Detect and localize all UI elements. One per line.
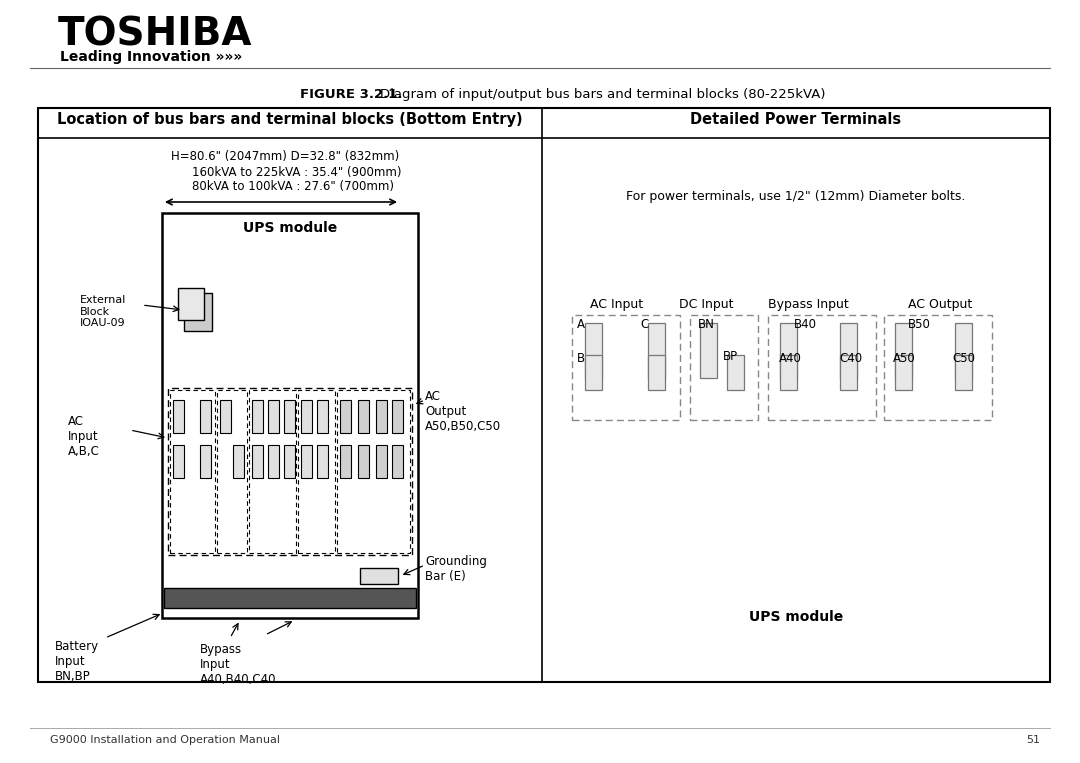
Bar <box>252 445 264 478</box>
Bar <box>648 355 665 390</box>
Bar <box>840 355 858 390</box>
Text: BP: BP <box>723 350 738 363</box>
Bar <box>164 588 416 608</box>
Bar <box>392 445 403 478</box>
Text: Grounding
Bar (E): Grounding Bar (E) <box>426 555 487 583</box>
Text: AC
Input
A,B,C: AC Input A,B,C <box>68 415 99 458</box>
Text: A50: A50 <box>893 352 916 365</box>
Text: Location of bus bars and terminal blocks (Bottom Entry): Location of bus bars and terminal blocks… <box>57 112 523 127</box>
Bar <box>168 388 411 555</box>
Text: BN: BN <box>698 318 715 331</box>
Text: A: A <box>577 318 585 331</box>
Bar <box>173 400 184 433</box>
Bar <box>268 445 279 478</box>
Text: 160kVA to 225kVA : 35.4" (900mm): 160kVA to 225kVA : 35.4" (900mm) <box>192 166 402 179</box>
Bar <box>727 355 744 390</box>
Text: AC Output: AC Output <box>908 298 972 311</box>
Text: C50: C50 <box>951 352 975 365</box>
Text: For power terminals, use 1/2" (12mm) Diameter bolts.: For power terminals, use 1/2" (12mm) Dia… <box>626 190 966 203</box>
Bar <box>318 400 328 433</box>
Text: G9000 Installation and Operation Manual: G9000 Installation and Operation Manual <box>50 735 280 745</box>
Bar <box>885 315 993 420</box>
Bar <box>340 400 351 433</box>
Bar <box>955 355 972 390</box>
Bar <box>301 400 312 433</box>
Text: 51: 51 <box>1026 735 1040 745</box>
Text: C: C <box>640 318 648 331</box>
Bar <box>780 355 797 390</box>
Text: External
Block
IOAU-09: External Block IOAU-09 <box>80 295 126 328</box>
Bar <box>392 400 403 433</box>
Bar <box>376 445 387 478</box>
Bar <box>376 400 387 433</box>
Bar <box>700 323 717 378</box>
Text: Diagram of input/output bus bars and terminal blocks (80-225kVA): Diagram of input/output bus bars and ter… <box>380 88 825 101</box>
Bar <box>690 315 758 420</box>
Text: Bypass Input: Bypass Input <box>768 298 849 311</box>
Text: Bypass
Input
A40,B40,C40: Bypass Input A40,B40,C40 <box>200 643 276 686</box>
Text: FIGURE 3.2.1.: FIGURE 3.2.1. <box>300 88 403 101</box>
Bar <box>178 288 204 320</box>
Text: B50: B50 <box>908 318 931 331</box>
Bar <box>38 108 1050 682</box>
Text: UPS module: UPS module <box>748 610 843 624</box>
Text: B: B <box>577 352 585 365</box>
Text: Battery
Input
BN,BP: Battery Input BN,BP <box>55 640 99 683</box>
Bar <box>895 323 912 378</box>
Bar <box>768 315 876 420</box>
Text: Detailed Power Terminals: Detailed Power Terminals <box>690 112 902 127</box>
Bar <box>895 355 912 390</box>
Bar <box>162 213 418 618</box>
Bar <box>233 445 244 478</box>
Bar <box>268 400 279 433</box>
Text: B40: B40 <box>794 318 816 331</box>
Text: Leading Innovation »»»: Leading Innovation »»» <box>60 50 242 64</box>
Bar <box>360 568 399 584</box>
Bar <box>357 400 369 433</box>
Text: AC
Output
A50,B50,C50: AC Output A50,B50,C50 <box>426 390 501 433</box>
Bar <box>955 323 972 378</box>
Bar <box>840 323 858 378</box>
Bar <box>585 323 602 378</box>
Bar <box>220 400 231 433</box>
Text: H=80.6" (2047mm) D=32.8" (832mm): H=80.6" (2047mm) D=32.8" (832mm) <box>171 150 400 163</box>
Bar <box>585 355 602 390</box>
Bar <box>572 315 680 420</box>
Bar <box>217 390 247 553</box>
Text: AC Input: AC Input <box>591 298 644 311</box>
Bar <box>337 390 410 553</box>
Text: C40: C40 <box>839 352 862 365</box>
Bar <box>780 323 797 378</box>
Bar <box>173 445 184 478</box>
Text: UPS module: UPS module <box>243 221 337 235</box>
Text: DC Input: DC Input <box>678 298 733 311</box>
Bar <box>318 445 328 478</box>
Bar <box>284 445 295 478</box>
Text: A40: A40 <box>779 352 801 365</box>
Bar <box>170 390 215 553</box>
Bar <box>249 390 296 553</box>
Bar <box>301 445 312 478</box>
Bar <box>200 445 211 478</box>
Bar <box>200 400 211 433</box>
Text: TOSHIBA: TOSHIBA <box>58 15 253 53</box>
Bar <box>252 400 264 433</box>
Bar <box>340 445 351 478</box>
Bar <box>298 390 335 553</box>
Bar <box>648 323 665 378</box>
Bar <box>357 445 369 478</box>
Text: 80kVA to 100kVA : 27.6" (700mm): 80kVA to 100kVA : 27.6" (700mm) <box>192 180 394 193</box>
Bar <box>284 400 295 433</box>
Bar <box>184 293 212 331</box>
